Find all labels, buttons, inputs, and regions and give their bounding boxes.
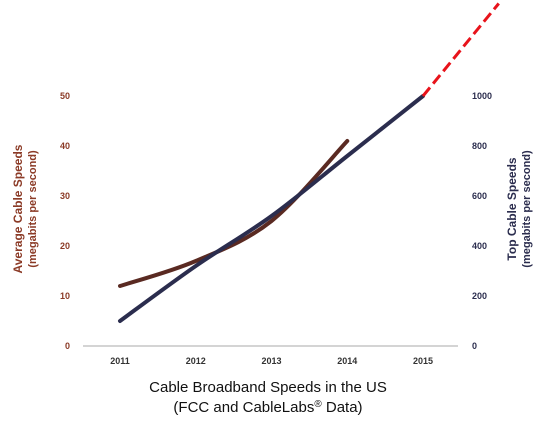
right-tick-label: 800 [472,141,487,151]
left-tick-label: 40 [60,141,70,151]
right-tick-label: 600 [472,191,487,201]
average-speed-line [118,139,350,288]
x-tick-label: 2013 [261,356,281,366]
right-axis-sublabel: (megabits per second) [521,150,533,268]
right-axis-title: Top Cable Speeds (megabits per second) [505,150,533,268]
left-axis-label: Average Cable Speeds [11,144,25,273]
left-axis-sublabel: (megabits per second) [27,150,39,268]
right-tick-label: 400 [472,241,487,251]
subtitle-suffix: Data) [322,399,363,416]
right-axis-label: Top Cable Speeds [505,157,519,260]
subtitle-prefix: (FCC and CableLabs [173,399,314,416]
right-tick-label: 200 [472,291,487,301]
top-speed-line [118,94,425,323]
x-tick-label: 2011 [110,356,130,366]
x-tick-label: 2015 [413,356,433,366]
series-layer [118,2,500,323]
x-axis-ticks: 2011 2012 2013 2014 2015 [110,356,433,366]
left-tick-label: 10 [60,291,70,301]
registered-mark: ® [314,399,322,410]
right-tick-label: 0 [472,341,477,351]
x-tick-label: 2014 [337,356,357,366]
left-tick-label: 30 [60,191,70,201]
left-tick-label: 20 [60,241,70,251]
right-axis-ticks: 0 200 400 600 800 1000 [472,91,492,351]
chart-title: Cable Broadband Speeds in the US [149,379,387,396]
projection-line [421,2,500,97]
left-tick-label: 0 [65,341,70,351]
left-axis-ticks: 0 10 20 30 40 50 [60,91,70,351]
right-tick-label: 1000 [472,91,492,101]
x-tick-label: 2012 [186,356,206,366]
chart-subtitle: (FCC and CableLabs® Data) [173,399,362,416]
left-tick-label: 50 [60,91,70,101]
left-axis-title: Average Cable Speeds (megabits per secon… [11,144,39,273]
